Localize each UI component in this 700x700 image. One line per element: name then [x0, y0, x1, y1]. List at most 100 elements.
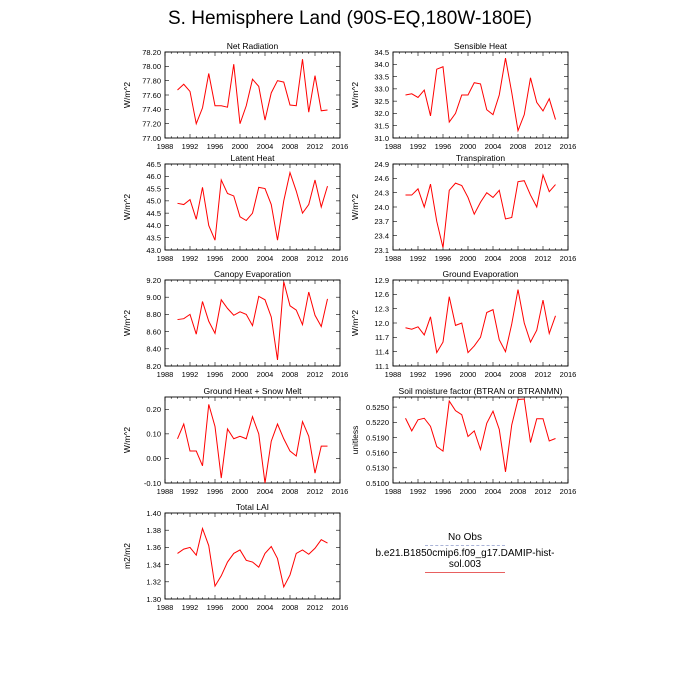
legend-obs-label: No Obs [448, 532, 482, 543]
x-tick-label: 2008 [282, 254, 299, 263]
x-tick-label: 2016 [332, 370, 349, 379]
y-tick-label: 12.0 [374, 319, 389, 328]
y-tick-label: 23.1 [374, 246, 389, 255]
x-tick-label: 1996 [207, 603, 224, 612]
y-tick-label: 32.5 [374, 97, 389, 106]
x-tick-label: 2000 [460, 487, 477, 496]
x-tick-label: 2000 [232, 603, 249, 612]
y-tick-label: 0.5130 [366, 464, 389, 473]
chart-panel: Transpiration W/m^2 1988 1992 1996 2000 2004 20… [350, 153, 576, 263]
x-tick-label: 2008 [282, 370, 299, 379]
x-tick-label: 2004 [257, 487, 274, 496]
y-axis-label: W/m^2 [122, 310, 132, 336]
y-tick-label: 9.20 [146, 276, 161, 285]
y-tick-label: 45.5 [146, 184, 161, 193]
plot-frame [164, 279, 341, 367]
x-tick-label: 2008 [510, 254, 527, 263]
y-tick-label: 44.5 [146, 209, 161, 218]
y-tick-label: 43.5 [146, 234, 161, 243]
y-tick-label: 23.7 [374, 217, 389, 226]
y-tick-label: 31.0 [374, 134, 389, 143]
panel-title: Ground Evaporation [442, 269, 518, 279]
y-tick-label: 77.40 [142, 105, 161, 114]
panel-title: Latent Heat [231, 153, 276, 163]
x-tick-label: 1996 [435, 254, 452, 263]
plot-frame [392, 163, 569, 251]
x-tick-label: 2012 [307, 487, 324, 496]
chart-panel: Canopy Evaporation W/m^2 1988 1992 1996 2000 2… [122, 269, 348, 379]
y-tick-label: 46.0 [146, 172, 161, 181]
x-tick-label: 2008 [510, 487, 527, 496]
y-tick-label: 0.5250 [366, 403, 389, 412]
x-tick-label: 1996 [435, 142, 452, 151]
x-tick-label: 2004 [485, 370, 502, 379]
x-tick-label: 1992 [410, 370, 427, 379]
y-tick-label: 0.00 [146, 454, 161, 463]
panel-title: Soil moisture factor (BTRAN or BTRANMN) [399, 386, 563, 396]
y-axis-label: W/m^2 [122, 194, 132, 220]
chart-panel: Sensible Heat W/m^2 1988 1992 1996 2000 2004 20… [350, 41, 576, 151]
series-line [177, 404, 328, 484]
y-tick-label: 8.20 [146, 362, 161, 371]
x-tick-label: 1992 [182, 370, 199, 379]
y-tick-label: 77.00 [142, 134, 161, 143]
x-tick-label: 1992 [182, 254, 199, 263]
y-tick-label: 78.00 [142, 62, 161, 71]
y-tick-label: 11.7 [375, 333, 389, 342]
x-tick-label: 2000 [232, 487, 249, 496]
panel-title: Ground Heat + Snow Melt [203, 386, 302, 396]
x-tick-label: 2004 [485, 487, 502, 496]
x-tick-label: 2000 [232, 370, 249, 379]
panel-title: Sensible Heat [454, 41, 508, 51]
x-tick-label: 1988 [157, 487, 174, 496]
plot-frame [392, 279, 569, 367]
y-tick-label: 43.0 [146, 246, 161, 255]
series-line [177, 526, 328, 589]
panel-title: Net Radiation [227, 41, 279, 51]
series-line [405, 289, 556, 355]
x-tick-label: 1992 [410, 142, 427, 151]
chart-panel: Latent Heat W/m^2 1988 1992 1996 2000 2004 2008… [122, 153, 348, 263]
y-tick-label: 1.40 [146, 509, 161, 518]
chart-panel: Soil moisture factor (BTRAN or BTRANMN) u… [350, 386, 576, 496]
x-tick-label: 2012 [535, 142, 552, 151]
panel-title: Total LAI [236, 502, 269, 512]
y-tick-label: 12.3 [374, 304, 389, 313]
y-tick-label: 1.30 [146, 595, 161, 604]
y-tick-label: 77.80 [142, 76, 161, 85]
x-tick-label: 2012 [307, 254, 324, 263]
plot-frame [392, 396, 569, 484]
y-tick-label: 34.5 [374, 48, 389, 57]
y-tick-label: 8.40 [146, 345, 161, 354]
x-tick-label: 2012 [307, 370, 324, 379]
y-tick-label: 32.0 [374, 109, 389, 118]
y-tick-label: 24.3 [374, 188, 389, 197]
x-tick-label: 2004 [485, 254, 502, 263]
y-tick-label: 8.80 [146, 310, 161, 319]
plot-frame [164, 163, 341, 251]
x-tick-label: 2000 [232, 254, 249, 263]
series-line [405, 173, 556, 248]
y-axis-label: W/m^2 [122, 427, 132, 453]
x-tick-label: 1988 [157, 603, 174, 612]
panel-title: Transpiration [456, 153, 506, 163]
y-tick-label: -0.10 [144, 479, 161, 488]
x-tick-label: 2008 [510, 142, 527, 151]
panel-title: Canopy Evaporation [214, 269, 291, 279]
x-tick-label: 1996 [207, 487, 224, 496]
x-tick-label: 2012 [307, 603, 324, 612]
y-tick-label: 0.5100 [366, 479, 389, 488]
y-tick-label: 33.5 [374, 72, 389, 81]
y-tick-label: 45.0 [146, 197, 161, 206]
y-tick-label: 23.4 [374, 231, 389, 240]
x-tick-label: 2008 [510, 370, 527, 379]
x-tick-label: 2016 [332, 487, 349, 496]
plot-frame [164, 512, 341, 600]
y-tick-label: 46.5 [146, 160, 161, 169]
x-tick-label: 2004 [257, 142, 274, 151]
x-tick-label: 1996 [435, 487, 452, 496]
x-tick-label: 1988 [385, 142, 402, 151]
x-tick-label: 2016 [560, 370, 577, 379]
series-line [177, 59, 328, 126]
x-tick-label: 1996 [435, 370, 452, 379]
